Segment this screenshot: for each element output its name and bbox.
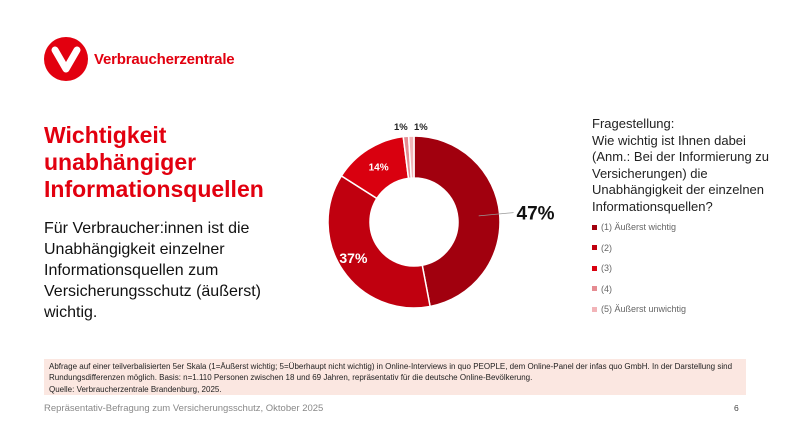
legend: (1) Äußerst wichtig (2) (3) (4) (5) Äußerst … bbox=[592, 217, 686, 320]
page-subtitle: Für Verbraucher:innen ist die Unabhängig… bbox=[44, 220, 261, 321]
data-label-1: 47% bbox=[517, 204, 555, 225]
legend-swatch bbox=[592, 265, 597, 271]
page-title: Wichtigkeit unabhängiger Informationsque… bbox=[44, 122, 264, 202]
legend-swatch bbox=[592, 306, 597, 312]
legend-item: (5) Äußerst unwichtig bbox=[592, 299, 686, 320]
legend-label: (2) bbox=[601, 242, 612, 253]
donut-slice-5 bbox=[407, 135, 415, 179]
legend-label: (3) bbox=[601, 263, 612, 274]
question-label: Fragestellung: bbox=[592, 116, 675, 131]
leader-line bbox=[478, 212, 514, 217]
data-label-2: 37% bbox=[339, 250, 368, 266]
note-text: Abfrage auf einer teilverbalisierten 5er… bbox=[49, 362, 733, 383]
logo-mark bbox=[44, 37, 88, 81]
legend-label: (5) Äußerst unwichtig bbox=[601, 304, 687, 315]
logo-text: Verbraucherzentrale bbox=[94, 50, 235, 68]
data-label-5: 1% bbox=[414, 122, 428, 133]
logo: Verbraucherzentrale bbox=[44, 37, 235, 81]
legend-item: (2) bbox=[592, 238, 686, 259]
question-text: Wie wichtig ist Ihnen dabei (Anm.: Bei d… bbox=[592, 132, 770, 214]
donut-slice-1 bbox=[413, 135, 501, 308]
data-label-3: 14% bbox=[369, 162, 389, 173]
footer-text: Repräsentativ-Befragung zum Versicherung… bbox=[44, 403, 324, 414]
legend-swatch bbox=[592, 245, 597, 251]
data-label-4: 1% bbox=[394, 122, 408, 133]
methodology-note: Abfrage auf einer teilverbalisierten 5er… bbox=[44, 359, 746, 395]
legend-label: (1) Äußerst wichtig bbox=[601, 222, 677, 233]
legend-item: (1) Äußerst wichtig bbox=[592, 217, 686, 238]
legend-label: (4) bbox=[601, 283, 612, 294]
legend-swatch bbox=[592, 224, 597, 230]
page-number: 6 bbox=[734, 403, 739, 413]
legend-item: (3) bbox=[592, 258, 686, 279]
legend-swatch bbox=[592, 286, 597, 292]
question-block: Fragestellung: Wie wichtig ist Ihnen dab… bbox=[592, 116, 782, 215]
donut-slice-2 bbox=[327, 174, 431, 309]
legend-item: (4) bbox=[592, 279, 686, 300]
note-source: Quelle: Verbraucherzentrale Brandenburg,… bbox=[49, 384, 222, 394]
